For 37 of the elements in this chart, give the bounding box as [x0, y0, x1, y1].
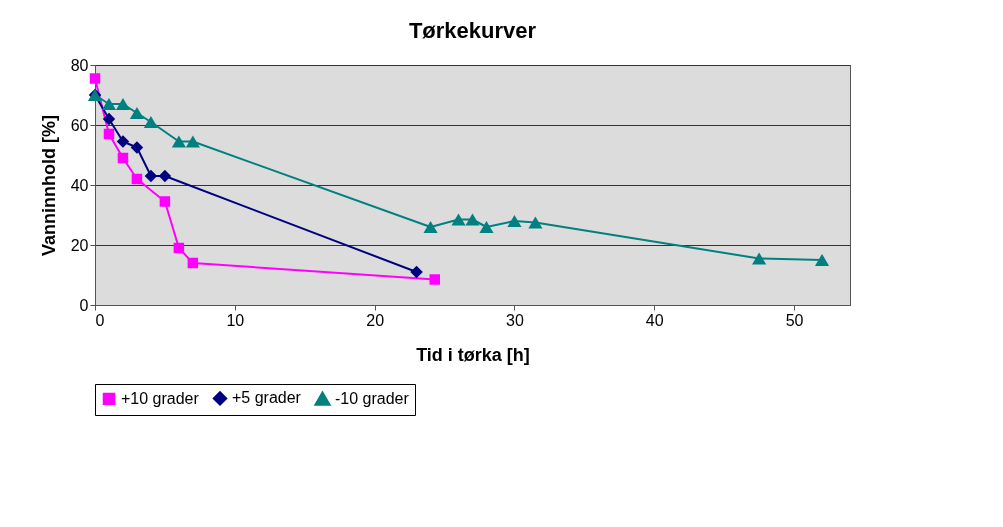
point — [465, 213, 480, 226]
y-tick-label: 40 — [70, 176, 89, 194]
point — [101, 97, 117, 111]
point — [528, 216, 543, 229]
point — [130, 141, 144, 154]
legend-label: +10 grader — [121, 389, 200, 407]
point — [479, 220, 494, 234]
y-tick-label: 60 — [70, 116, 89, 134]
y-tick-label: 80 — [70, 56, 89, 74]
x-tick-label: 10 — [226, 311, 245, 329]
point — [144, 169, 158, 183]
point — [451, 213, 466, 226]
x-tick-label: 30 — [506, 311, 524, 329]
y-tick-label: 0 — [79, 296, 89, 314]
point — [158, 169, 172, 183]
x-tick-label: 0 — [95, 311, 105, 329]
point — [423, 220, 438, 234]
point — [185, 135, 200, 148]
legend-label: -10 grader — [335, 389, 410, 407]
point — [116, 135, 130, 148]
point — [143, 115, 158, 129]
point — [115, 97, 131, 111]
point — [814, 253, 830, 267]
x-tick-label: 50 — [785, 311, 804, 329]
x-axis-title: Tid i tørka [h] — [416, 344, 530, 365]
point — [410, 265, 423, 279]
point — [102, 112, 116, 126]
x-tick-label: 40 — [645, 311, 664, 329]
point — [171, 135, 186, 148]
legend-label: +5 grader — [232, 389, 302, 407]
point — [752, 252, 767, 265]
point — [129, 106, 145, 120]
y-axis-title: Vanninnhold [%] — [38, 115, 59, 256]
chart-title: Tørkekurver — [408, 18, 537, 43]
y-tick-label: 20 — [70, 236, 89, 254]
point — [507, 214, 522, 228]
x-tick-label: 20 — [366, 311, 385, 329]
